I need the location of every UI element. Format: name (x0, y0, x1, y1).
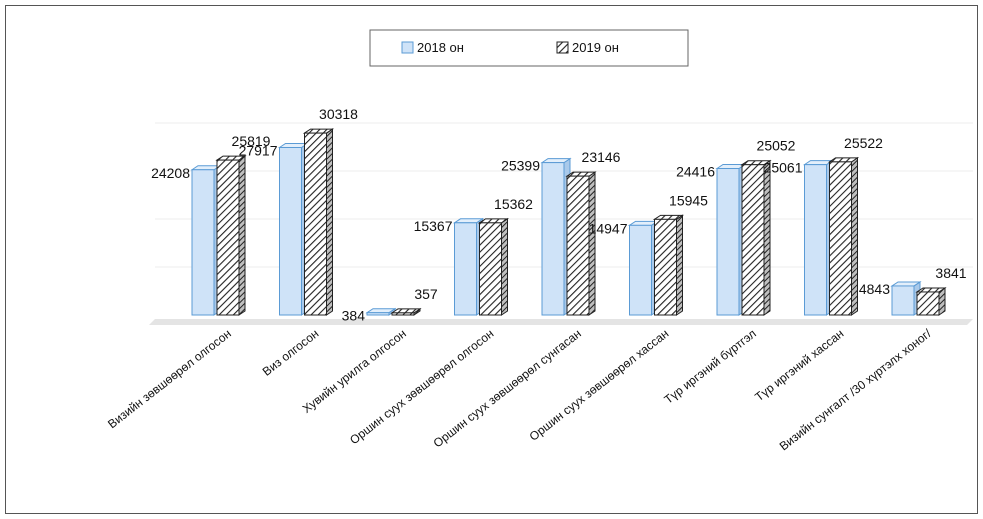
bar-side (501, 217, 508, 316)
bar-top (802, 160, 835, 166)
bar-2019 (652, 214, 685, 316)
bar-2018 (277, 142, 310, 316)
chart-floor (149, 319, 973, 325)
bar-side (676, 214, 683, 316)
bar-top (627, 220, 660, 226)
bar-top (390, 308, 422, 314)
legend-swatch-2019 (556, 41, 569, 54)
data-label-2018: 4843 (859, 281, 890, 297)
data-label-2019: 25522 (844, 135, 883, 151)
bar-2019 (915, 287, 947, 316)
bar-2019 (565, 171, 597, 316)
bar-front (804, 164, 827, 316)
bar-2019 (215, 155, 247, 316)
bar-top (890, 281, 922, 287)
legend-box (369, 29, 689, 67)
bar-front (279, 146, 302, 316)
bar-top (190, 165, 222, 171)
data-label-2018: 27917 (239, 142, 278, 158)
data-label-2018: 25399 (501, 158, 540, 174)
bar-2018 (890, 281, 922, 316)
bar-top (540, 158, 572, 164)
bar-top (915, 287, 947, 293)
data-label-2018: 384 (342, 308, 366, 324)
bar-top (477, 218, 510, 224)
bar-series (190, 128, 947, 316)
data-label-2019: 23146 (582, 149, 621, 165)
bar-top (452, 218, 485, 224)
bar-top (827, 157, 860, 163)
bar-side (588, 171, 596, 316)
bar-front (541, 162, 565, 316)
data-label-2018: 14947 (589, 220, 628, 236)
bar-2018 (452, 217, 485, 316)
bar-front (479, 222, 502, 316)
bar-front (566, 175, 590, 316)
bar-front (304, 132, 327, 316)
data-label-2019: 25052 (757, 138, 796, 154)
data-label-2018: 15367 (414, 218, 453, 234)
bar-front (454, 222, 477, 316)
bar-front (891, 285, 915, 316)
bar-2019 (827, 156, 860, 316)
legend: 2018 он 2019 он (369, 29, 689, 67)
bar-top (365, 308, 397, 314)
legend-swatch-2018 (401, 41, 414, 54)
bar-2018 (802, 159, 835, 316)
bar-2019 (302, 128, 335, 316)
chart-frame: 24208 25819 27917 30318 384 357 15367 15362 2539… (5, 5, 978, 514)
bar-front (191, 169, 215, 316)
bar-front (829, 161, 852, 316)
bar-top (277, 142, 310, 148)
bar-top (565, 171, 597, 177)
bar-side (238, 155, 246, 316)
bar-front (741, 164, 765, 316)
data-label-2019: 25819 (232, 133, 271, 149)
data-label-2019: 15945 (669, 192, 708, 208)
data-label-2018: 24416 (676, 164, 715, 180)
data-label-2019: 15362 (494, 196, 533, 212)
bar-side (763, 159, 771, 316)
bar-top (652, 214, 685, 220)
legend-label-2018: 2018 он (417, 40, 464, 55)
bar-side (938, 287, 946, 316)
bar-front (366, 312, 390, 316)
bar-side (851, 156, 858, 316)
bar-2018 (190, 164, 222, 316)
legend-label-2019: 2019 он (572, 40, 619, 55)
bar-2019 (740, 159, 772, 316)
bar-front (716, 168, 740, 316)
bar-2018 (365, 307, 397, 316)
bar-front (654, 218, 677, 316)
bar-side (326, 128, 333, 316)
bar-2018 (715, 163, 747, 316)
bar-2018 (540, 157, 572, 316)
bar-front (916, 291, 940, 316)
bar-2019 (390, 307, 422, 316)
bar-front (629, 224, 652, 316)
bar-front (391, 312, 415, 316)
bar-top (302, 128, 335, 134)
data-label-2018: 24208 (151, 165, 190, 181)
bar-front (216, 159, 240, 316)
bar-2018 (627, 220, 660, 316)
data-label-2018: 25061 (764, 160, 803, 176)
data-label-2019: 3841 (935, 265, 966, 281)
floor-shadow (149, 319, 973, 325)
data-label-2019: 357 (414, 286, 438, 302)
data-label-2019: 30318 (319, 106, 358, 122)
bar-2019 (477, 217, 510, 316)
